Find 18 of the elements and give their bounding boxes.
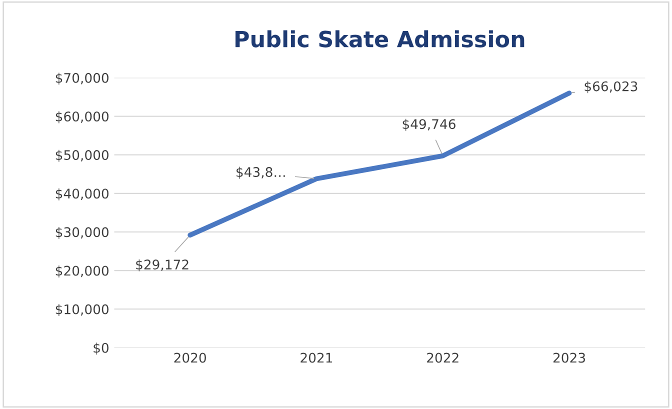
y-tick-label: $20,000: [56, 266, 108, 278]
data-label: $43,8…: [236, 166, 285, 179]
x-tick-label: 2022: [427, 352, 458, 363]
y-tick-label: $60,000: [56, 111, 108, 124]
y-tick-label: $30,000: [56, 226, 108, 239]
y-tick-label: $50,000: [56, 150, 108, 162]
y-tick-label: $70,000: [56, 72, 108, 85]
data-label: $29,172: [136, 259, 188, 272]
y-tick-label: $0: [94, 342, 108, 355]
x-tick-label: 2020: [174, 352, 206, 363]
x-tick-label: 2021: [300, 352, 332, 363]
x-tick-label: 2023: [553, 352, 586, 363]
data-label: $66,023: [584, 81, 638, 94]
data-label: $49,746: [402, 118, 456, 131]
y-tick-label: $10,000: [56, 304, 108, 316]
y-tick-label: $40,000: [56, 188, 108, 200]
chart-title: Public Skate Admission: [236, 30, 524, 48]
line-series: [188, 90, 572, 238]
